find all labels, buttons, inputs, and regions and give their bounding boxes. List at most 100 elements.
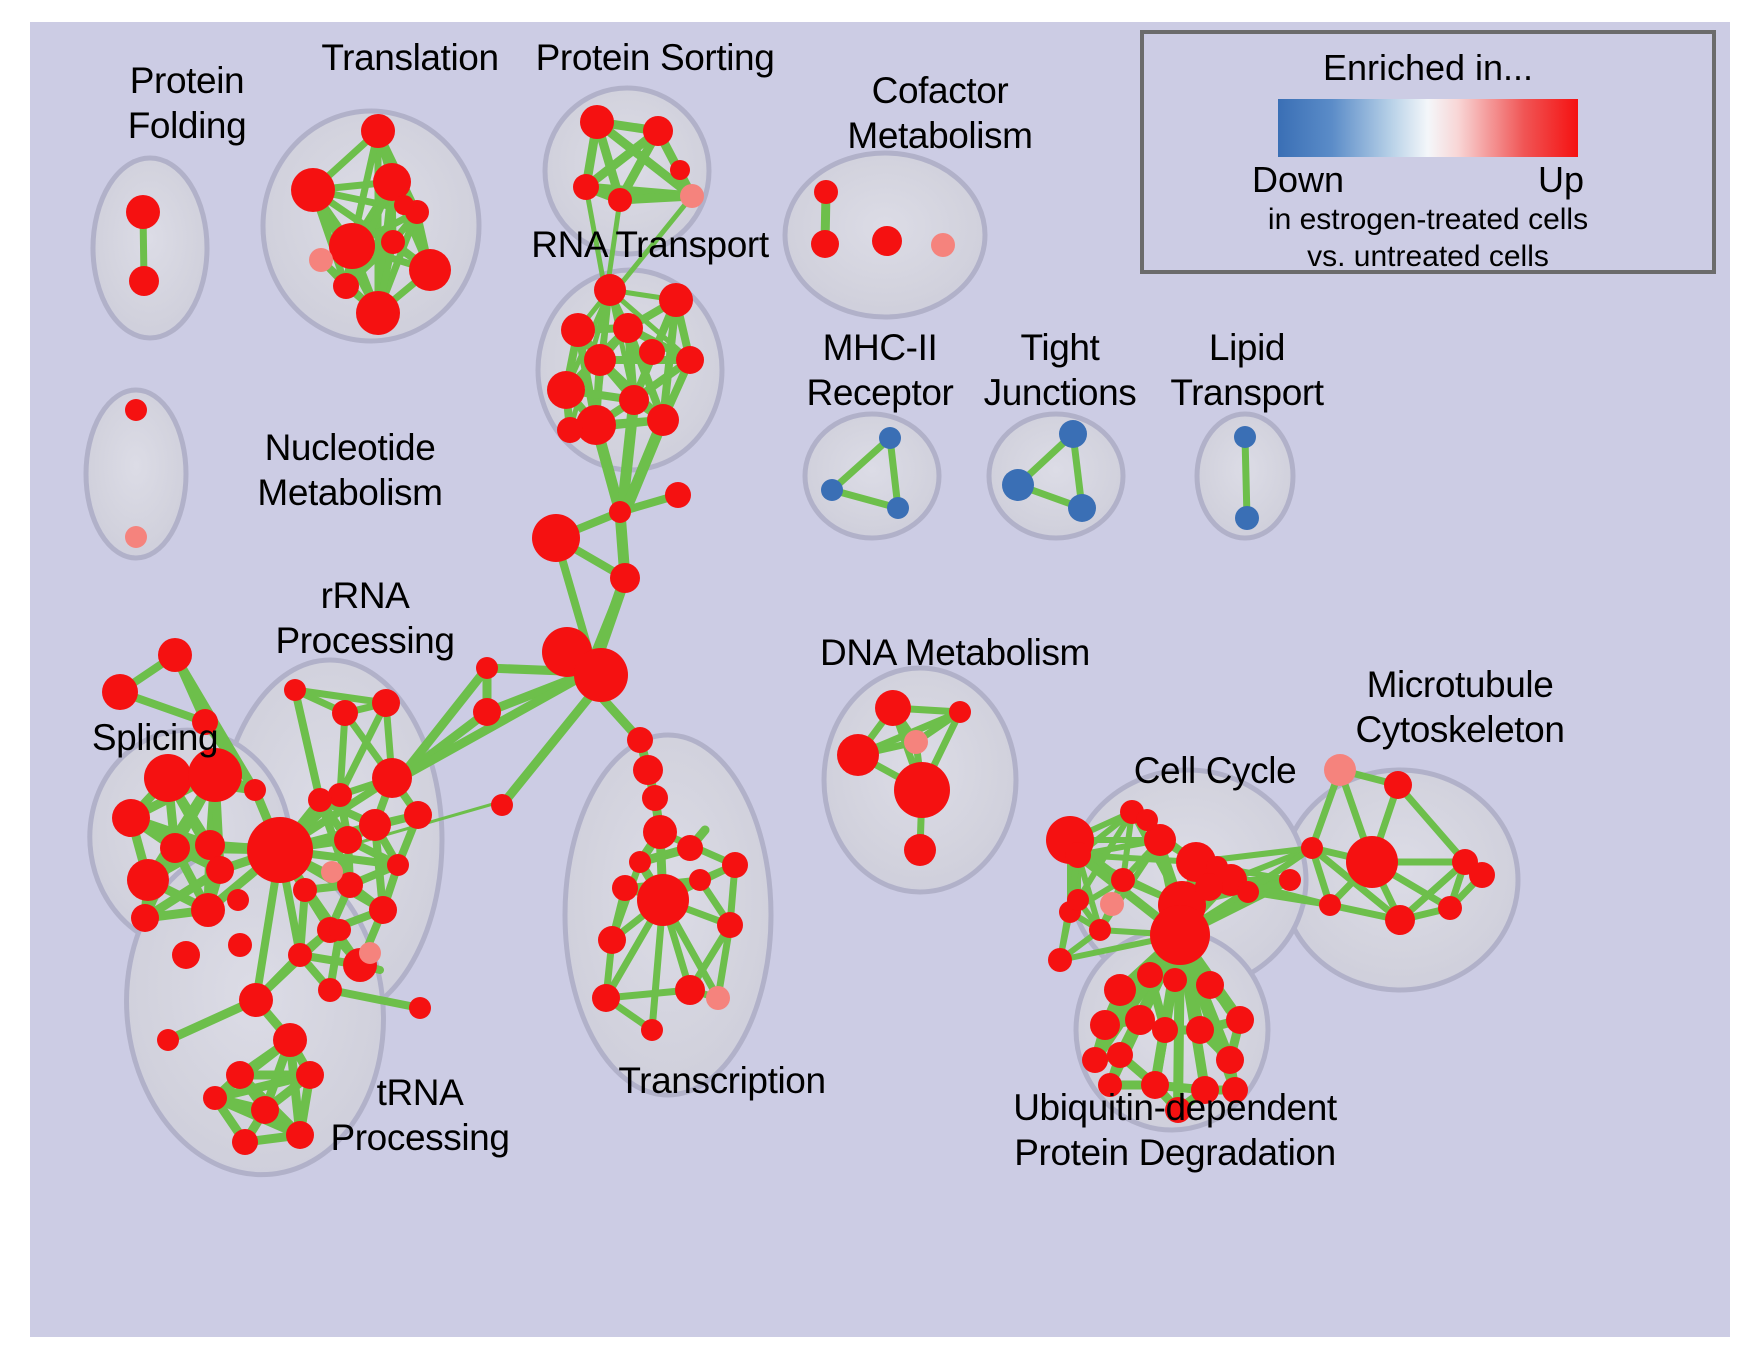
node-up [409, 249, 451, 291]
node-up [394, 195, 414, 215]
legend-panel: Enriched in... Down Up in estrogen-treat… [1140, 30, 1716, 274]
node-up [619, 385, 649, 415]
node-up [1136, 809, 1158, 831]
node-up [247, 817, 313, 883]
node-up [328, 783, 352, 807]
node-up [609, 501, 631, 523]
node-up [670, 160, 690, 180]
node-up [576, 405, 616, 445]
node-up [1279, 869, 1301, 891]
node-up [373, 163, 411, 201]
node-up [814, 180, 838, 204]
node-down [879, 427, 901, 449]
node-up [195, 830, 225, 860]
node-up [608, 188, 632, 212]
node-up [613, 313, 643, 343]
node-up [811, 230, 839, 258]
node-up [332, 700, 358, 726]
node-up [1098, 1073, 1122, 1097]
node-up-pale [931, 233, 955, 257]
node-up [226, 1061, 254, 1089]
node-up [689, 869, 711, 891]
node-up [1141, 1071, 1169, 1099]
node-up [337, 872, 363, 898]
node-up [584, 344, 616, 376]
node-up [717, 912, 743, 938]
node-up-pale [680, 184, 704, 208]
node-up [574, 648, 628, 702]
node-up [284, 679, 306, 701]
node-up [1469, 862, 1495, 888]
node-up [273, 1023, 307, 1057]
node-up [125, 399, 147, 421]
node-up-pale [125, 526, 147, 548]
node-up [251, 1096, 279, 1124]
node-up [1196, 971, 1224, 999]
node-up [203, 1086, 227, 1110]
node-up [1191, 1076, 1219, 1104]
node-up [612, 875, 638, 901]
node-up [329, 919, 351, 941]
node-up [949, 701, 971, 723]
node-up [647, 404, 679, 436]
node-up [1195, 873, 1223, 901]
node-up [1186, 1016, 1214, 1044]
node-up-pale [359, 942, 381, 964]
node-up [206, 856, 234, 884]
node-up [228, 933, 252, 957]
node-up [172, 941, 200, 969]
node-up [557, 417, 583, 443]
node-up [372, 758, 412, 798]
node-up [1152, 1017, 1178, 1043]
node-up [1226, 1006, 1254, 1034]
node-up [329, 223, 375, 269]
node-up [643, 116, 673, 146]
node-down [1234, 426, 1256, 448]
node-up [286, 1121, 314, 1149]
node-up [1222, 1077, 1248, 1103]
node-up [131, 904, 159, 932]
node-up-pale [904, 730, 928, 754]
node-up [227, 889, 249, 911]
node-up [473, 698, 501, 726]
node-up [1150, 905, 1210, 965]
node-up [532, 514, 580, 562]
node-up [573, 174, 599, 200]
node-up [675, 975, 705, 1005]
legend-subtitle-line1: in estrogen-treated cells [1267, 203, 1589, 236]
node-up [308, 788, 332, 812]
node-up [677, 835, 703, 861]
node-up [102, 674, 138, 710]
node-up [894, 762, 950, 818]
node-up [1065, 842, 1091, 868]
node-up [1048, 948, 1072, 972]
node-up [1125, 1005, 1155, 1035]
node-up [476, 657, 498, 679]
node-up [1067, 889, 1089, 911]
node-up [1301, 837, 1323, 859]
node-up [1163, 968, 1187, 992]
node-up [1438, 896, 1462, 920]
node-up [112, 799, 150, 837]
legend-up-label: Up [1537, 159, 1584, 200]
node-up [244, 779, 266, 801]
legend-down-label: Down [1252, 159, 1345, 200]
node-up [1082, 1047, 1108, 1073]
node-up [1346, 836, 1398, 888]
node-up [356, 291, 400, 335]
network-nodes [102, 105, 1495, 1155]
node-down [821, 479, 843, 501]
node-up [1107, 1042, 1133, 1068]
node-up [1137, 962, 1163, 988]
node-up [1144, 824, 1176, 856]
node-up [409, 997, 431, 1019]
node-up [627, 727, 653, 753]
blob-nucleotide-metabolism [83, 387, 189, 561]
node-up [160, 833, 190, 863]
node-up [232, 1129, 258, 1155]
node-up [594, 274, 626, 306]
node-up [610, 563, 640, 593]
blob-protein-folding [90, 155, 210, 341]
node-up [561, 313, 595, 347]
